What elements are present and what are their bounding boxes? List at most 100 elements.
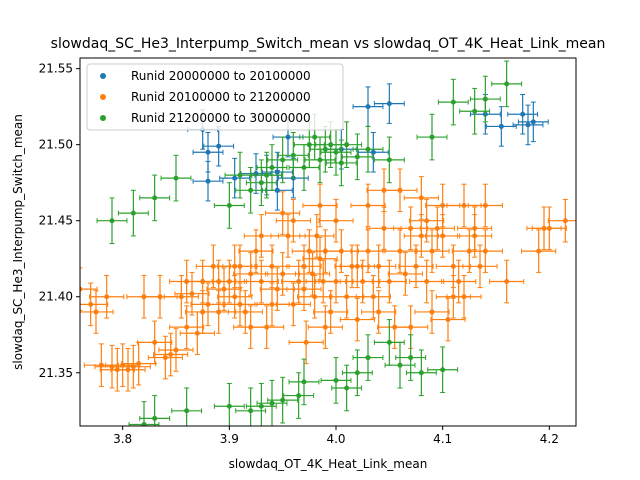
data-point xyxy=(277,132,309,179)
marker xyxy=(285,233,291,239)
marker xyxy=(232,263,238,269)
marker xyxy=(344,142,350,148)
marker xyxy=(136,361,142,367)
legend-label: Runid 21200000 to 30000000 xyxy=(131,111,311,125)
marker xyxy=(482,96,488,102)
legend-marker xyxy=(100,115,106,121)
marker xyxy=(274,286,280,292)
data-point xyxy=(115,344,151,389)
marker xyxy=(440,203,446,209)
legend-label: Runid 20100000 to 21200000 xyxy=(131,90,311,104)
marker xyxy=(482,203,488,209)
marker xyxy=(408,225,414,231)
marker xyxy=(280,271,286,277)
marker xyxy=(530,119,536,125)
legend-label: Runid 20000000 to 20100000 xyxy=(131,69,311,83)
data-point xyxy=(331,364,363,412)
data-point xyxy=(261,151,293,193)
data-point xyxy=(350,229,386,273)
marker xyxy=(354,370,360,376)
marker xyxy=(456,279,462,285)
marker xyxy=(333,149,339,155)
data-point xyxy=(233,305,269,349)
data-point xyxy=(213,182,245,229)
y-tick-label: 21.55 xyxy=(39,62,73,76)
data-point xyxy=(398,244,434,289)
marker xyxy=(184,324,190,330)
marker xyxy=(482,248,488,254)
marker xyxy=(418,370,424,376)
y-tick-label: 21.35 xyxy=(39,366,73,380)
data-point xyxy=(414,229,450,273)
data-point xyxy=(139,174,171,222)
marker xyxy=(210,263,216,269)
marker xyxy=(472,108,478,114)
data-point xyxy=(80,282,109,327)
data-point xyxy=(302,183,338,228)
data-point xyxy=(366,206,402,251)
data-point xyxy=(352,334,384,381)
data-point xyxy=(153,332,189,377)
legend-item: Runid 21200000 to 30000000 xyxy=(100,111,311,125)
marker xyxy=(381,187,387,193)
data-point xyxy=(395,334,427,381)
marker xyxy=(450,294,456,300)
marker xyxy=(258,279,264,285)
marker xyxy=(162,355,168,361)
marker xyxy=(365,146,371,152)
data-point xyxy=(233,252,269,296)
data-point xyxy=(485,106,517,147)
marker xyxy=(386,157,392,163)
marker xyxy=(360,279,366,285)
data-point xyxy=(512,104,544,146)
data-point xyxy=(355,274,391,319)
marker xyxy=(376,309,382,315)
marker xyxy=(269,400,275,406)
x-tick-label: 3.8 xyxy=(113,432,132,446)
marker xyxy=(520,111,526,117)
plot-area xyxy=(80,60,576,426)
data-point xyxy=(110,347,146,392)
marker xyxy=(322,146,328,152)
data-point xyxy=(430,297,466,342)
marker xyxy=(365,248,371,254)
data-point xyxy=(373,83,405,124)
marker xyxy=(237,301,243,307)
marker xyxy=(317,203,323,209)
marker xyxy=(424,279,430,285)
marker xyxy=(253,248,259,254)
marker xyxy=(104,294,110,300)
data-point xyxy=(96,197,128,245)
data-point xyxy=(307,229,343,273)
data-point xyxy=(409,259,445,304)
axes-frame xyxy=(79,57,577,427)
marker xyxy=(280,157,286,163)
data-point xyxy=(288,358,320,406)
data-point xyxy=(222,282,258,327)
marker xyxy=(226,203,232,209)
data-point xyxy=(547,198,576,243)
marker xyxy=(248,324,254,330)
marker xyxy=(333,279,339,285)
marker xyxy=(232,294,238,300)
marker xyxy=(386,101,392,107)
marker xyxy=(504,81,510,87)
marker xyxy=(296,279,302,285)
data-point xyxy=(243,259,279,304)
data-point xyxy=(419,206,455,251)
x-tick-label: 4.0 xyxy=(326,432,345,446)
data-point xyxy=(366,168,402,213)
x-tick-label: 3.9 xyxy=(220,432,239,446)
data-point xyxy=(403,176,439,220)
marker xyxy=(280,397,286,403)
data-point xyxy=(142,274,178,319)
marker xyxy=(354,263,360,269)
y-tick-label: 21.40 xyxy=(39,290,73,304)
marker xyxy=(333,218,339,224)
data-point xyxy=(341,133,373,181)
data-point xyxy=(117,189,149,237)
data-point xyxy=(405,349,437,397)
data-point xyxy=(219,157,251,199)
marker xyxy=(168,352,174,358)
marker xyxy=(93,309,99,315)
